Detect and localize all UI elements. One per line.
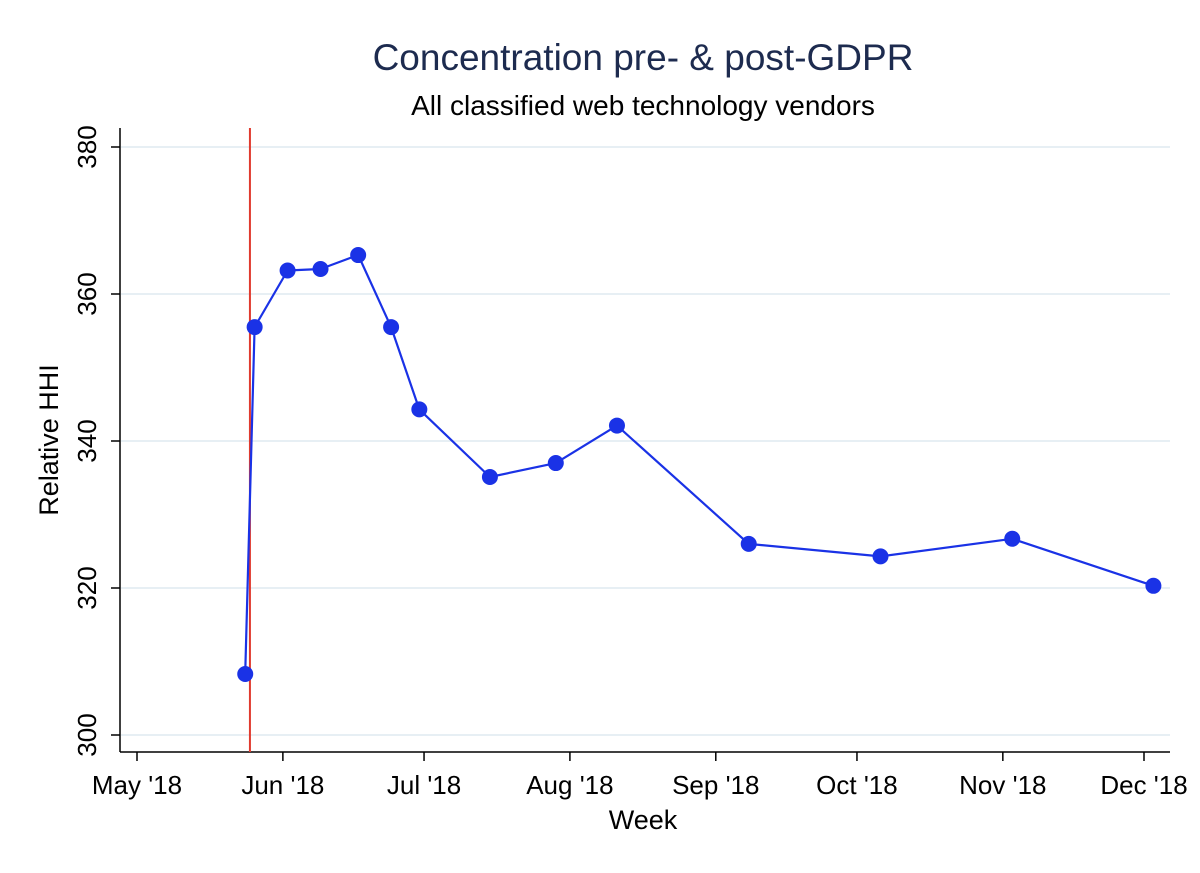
y-axis-ticks: 300 320 340 360 380	[72, 125, 120, 757]
gridlines	[121, 146, 1170, 736]
x-axis-label: Week	[609, 805, 678, 835]
y-tick-label: 340	[72, 419, 102, 462]
y-tick-label: 320	[72, 566, 102, 609]
data-point	[246, 319, 263, 336]
data-point	[740, 535, 757, 552]
x-tick-label: Jul '18	[387, 770, 461, 800]
y-axis-label: Relative HHI	[34, 364, 64, 516]
data-point	[608, 417, 625, 434]
x-tick-label: Sep '18	[672, 770, 759, 800]
x-tick-label: Oct '18	[816, 770, 898, 800]
x-axis-ticks: May '18 Jun '18 Jul '18 Aug '18 Sep '18 Oct '…	[92, 752, 1188, 800]
data-point	[481, 469, 498, 486]
x-tick-label: Nov '18	[959, 770, 1046, 800]
data-point	[547, 455, 564, 472]
x-tick-label: May '18	[92, 770, 182, 800]
data-point	[312, 261, 329, 278]
data-point	[350, 247, 367, 264]
data-point	[1004, 530, 1021, 547]
x-tick-label: Aug '18	[526, 770, 613, 800]
y-tick-label: 300	[72, 713, 102, 756]
x-tick-label: Dec '18	[1100, 770, 1187, 800]
data-point	[1145, 577, 1162, 594]
data-point	[383, 319, 400, 336]
x-tick-label: Jun '18	[241, 770, 324, 800]
chart-subtitle: All classified web technology vendors	[411, 90, 875, 121]
data-point	[411, 401, 428, 418]
axes	[119, 128, 1170, 753]
chart-title: Concentration pre- & post-GDPR	[373, 37, 914, 78]
y-tick-label: 360	[72, 272, 102, 315]
data-series	[237, 247, 1162, 682]
data-point	[872, 548, 889, 565]
data-point	[237, 665, 254, 682]
y-tick-label: 380	[72, 125, 102, 168]
data-point	[279, 262, 296, 279]
